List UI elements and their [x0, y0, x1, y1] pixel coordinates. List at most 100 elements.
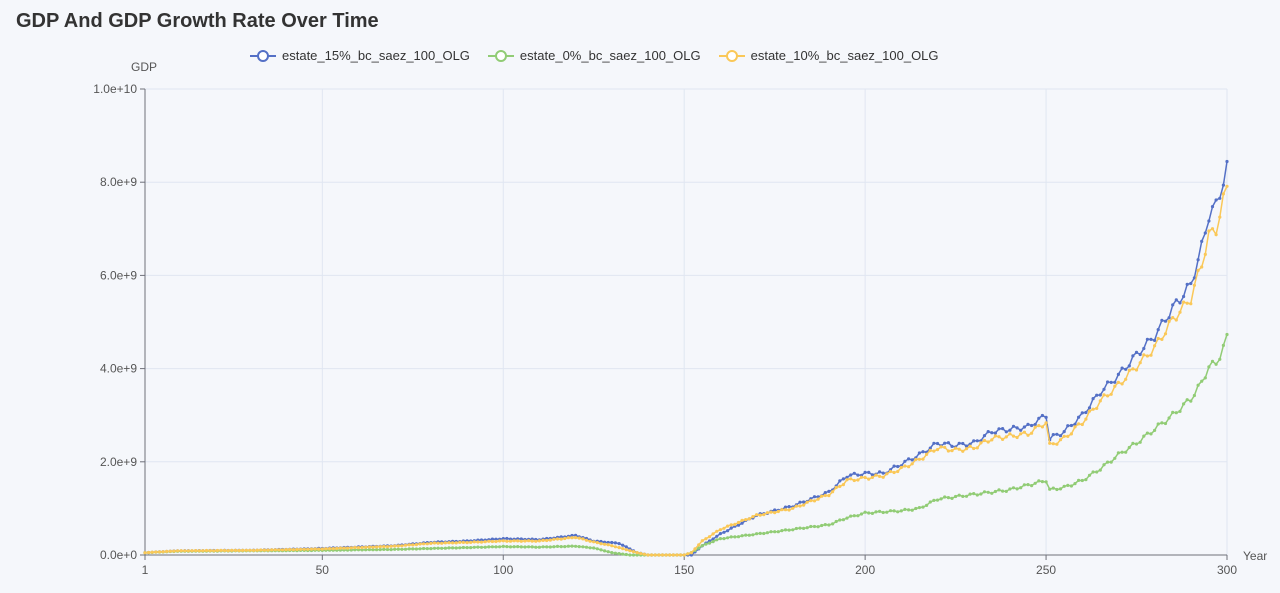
data-point — [454, 541, 458, 545]
data-point — [375, 548, 379, 552]
data-point — [1171, 410, 1175, 414]
data-point — [1087, 473, 1092, 477]
data-point — [642, 552, 647, 556]
data-point — [244, 548, 248, 552]
data-point — [1033, 422, 1037, 427]
data-point — [1210, 359, 1215, 363]
data-point — [1120, 382, 1124, 386]
data-point — [523, 545, 527, 549]
data-point — [859, 512, 864, 516]
data-point — [820, 494, 824, 498]
data-point — [472, 540, 476, 544]
legend-item-estate-0[interactable]: estate_0%_bc_saez_100_OLG — [487, 48, 701, 63]
data-point — [802, 500, 806, 504]
data-point — [921, 505, 925, 509]
data-point — [570, 533, 574, 538]
data-point — [1095, 406, 1099, 410]
data-point — [1011, 424, 1016, 428]
data-point — [635, 553, 639, 557]
data-point — [324, 547, 328, 551]
series-estate_0%_bc_saez_100_OLG — [143, 332, 1229, 557]
data-point — [758, 513, 762, 517]
data-point — [530, 545, 534, 549]
data-point — [704, 537, 708, 541]
data-point — [1127, 368, 1131, 372]
data-point — [870, 511, 875, 515]
data-point — [697, 543, 701, 547]
data-point — [946, 496, 951, 500]
data-point — [1149, 337, 1153, 341]
data-point — [396, 547, 400, 551]
data-point — [986, 490, 990, 494]
data-point — [469, 540, 473, 545]
data-point — [957, 493, 961, 497]
data-point — [961, 449, 965, 453]
data-point — [907, 465, 911, 469]
data-point — [548, 538, 552, 542]
data-point — [559, 545, 563, 549]
axes: 0.0e+02.0e+94.0e+96.0e+98.0e+91.0e+101 50… — [93, 82, 1237, 577]
data-point — [628, 553, 632, 557]
data-point — [371, 548, 375, 552]
data-point — [1040, 425, 1044, 429]
data-point — [715, 538, 719, 542]
data-point — [541, 538, 545, 543]
data-point — [733, 535, 737, 539]
data-point — [284, 548, 288, 552]
legend-marker-icon — [250, 49, 276, 62]
data-point — [975, 446, 979, 450]
data-point — [715, 534, 719, 538]
x-tick-label: 250 — [1036, 563, 1056, 577]
data-point — [147, 550, 151, 555]
data-point — [367, 548, 371, 552]
data-point — [1214, 233, 1218, 237]
data-point — [1058, 434, 1063, 438]
data-point — [288, 547, 292, 552]
data-point — [1156, 336, 1160, 341]
data-point — [537, 539, 542, 543]
data-point — [1069, 423, 1073, 428]
data-point — [914, 506, 918, 511]
data-point — [856, 473, 860, 477]
data-point — [346, 546, 350, 550]
data-point — [747, 517, 751, 521]
data-point — [849, 477, 853, 481]
data-point — [1015, 426, 1019, 430]
data-point — [280, 548, 285, 552]
data-point — [769, 510, 773, 514]
data-point — [291, 548, 295, 552]
data-point — [845, 478, 849, 482]
data-point — [545, 538, 549, 543]
data-point — [1084, 417, 1088, 421]
data-point — [878, 509, 882, 513]
data-point — [986, 440, 990, 444]
data-point — [436, 541, 440, 545]
data-point — [1178, 301, 1182, 305]
legend-item-estate-15[interactable]: estate_15%_bc_saez_100_OLG — [250, 48, 470, 63]
data-point — [1113, 456, 1117, 460]
data-point — [436, 546, 440, 550]
data-point — [997, 427, 1001, 431]
data-point — [668, 553, 672, 557]
data-point — [1109, 380, 1113, 384]
legend-item-estate-10[interactable]: estate_10%_bc_saez_100_OLG — [718, 48, 939, 63]
data-point — [1037, 424, 1041, 428]
data-point — [885, 510, 889, 514]
data-point — [693, 547, 697, 551]
legend-label: estate_0%_bc_saez_100_OLG — [519, 48, 701, 63]
data-point — [226, 549, 230, 553]
data-point — [1142, 346, 1146, 351]
data-point — [736, 535, 741, 539]
data-point — [331, 547, 335, 551]
data-point — [823, 491, 827, 495]
data-point — [183, 549, 187, 553]
data-point — [338, 546, 342, 550]
grid — [145, 88, 1228, 556]
data-point — [555, 544, 560, 549]
data-point — [299, 547, 303, 551]
data-point — [150, 550, 154, 554]
data-point — [443, 546, 447, 550]
data-point — [382, 547, 386, 552]
data-point — [1066, 434, 1070, 438]
